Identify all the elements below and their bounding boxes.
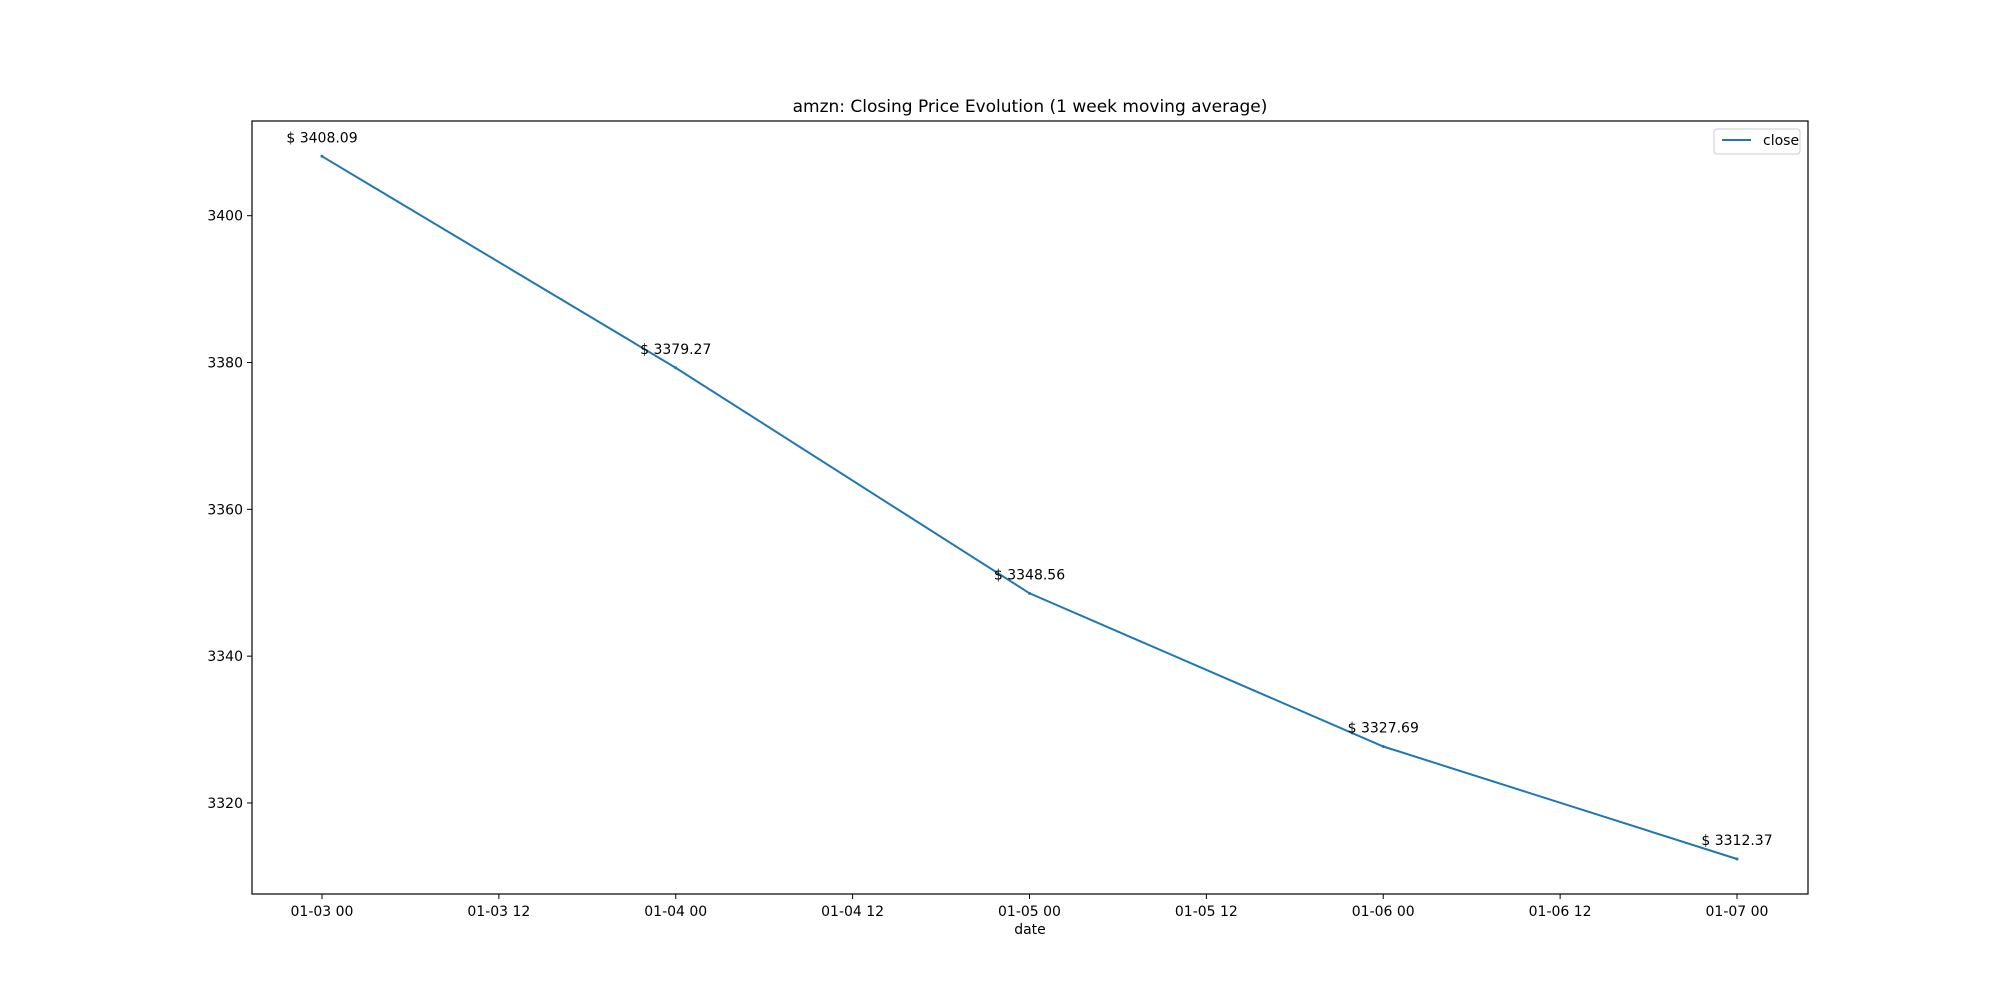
y-tick-label: 3400 [207,209,243,225]
legend-label-close: close [1763,133,1799,149]
axes-frame [251,120,1809,895]
x-tick-label: 01-06 00 [1352,904,1415,920]
data-label: $ 3312.37 [1701,833,1772,849]
data-point [674,366,678,370]
legend: close [1713,128,1801,155]
x-tick-label: 01-03 12 [467,904,530,920]
data-point [1735,857,1739,861]
x-tick-label: 01-03 00 [291,904,354,920]
x-tick-label: 01-07 00 [1706,904,1769,920]
data-point [1028,591,1031,595]
data-label: $ 3348.56 [994,567,1065,583]
y-tick-label: 3380 [207,356,243,372]
x-tick-label: 01-05 00 [998,904,1061,920]
x-axis-label: date [1014,922,1046,938]
legend-box [1713,128,1801,155]
data-label: $ 3327.69 [1348,721,1419,737]
x-tick-label: 01-05 12 [1175,904,1238,920]
y-tick-label: 3320 [207,796,243,812]
data-label: $ 3379.27 [640,342,711,358]
data-point [1381,745,1385,749]
x-tick-label: 01-04 00 [644,904,707,920]
plot-area: 3320 3340 3360 3380 3400 01-03 00 01-03 12 01-0… [207,130,1772,920]
chart-title: amzn: Closing Price Evolution (1 week mo… [793,97,1268,117]
x-tick-label: 01-06 12 [1529,904,1592,920]
y-tick-label: 3340 [207,649,243,665]
y-tick-label: 3360 [207,502,243,518]
x-tick-label: 01-04 12 [821,904,884,920]
data-label: $ 3408.09 [286,130,357,146]
data-point [320,154,324,158]
